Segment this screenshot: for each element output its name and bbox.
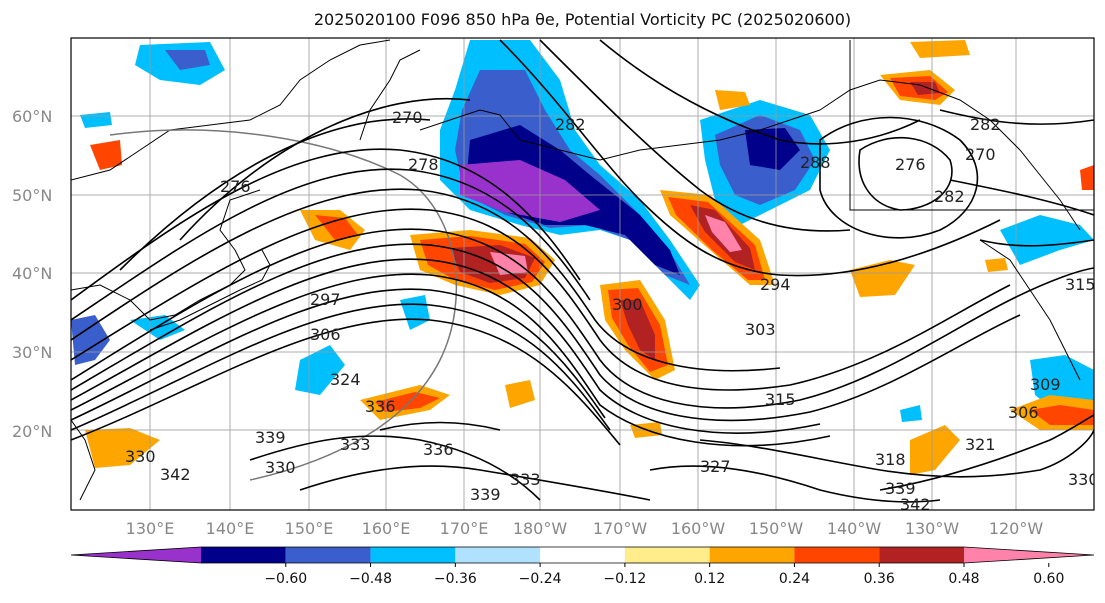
colorbar-tick-label: −0.48 [349, 571, 392, 587]
svg-text:294: 294 [760, 275, 791, 294]
colorbar-extend-low [71, 547, 201, 563]
colorbar-swatch [455, 547, 541, 563]
colorbar-swatch [201, 547, 286, 563]
svg-text:330: 330 [125, 447, 156, 466]
svg-text:336: 336 [423, 440, 454, 459]
lon-label: 140°E [206, 519, 255, 538]
contour-labels: 270 276 278 282 288 276 282 270 282 294 … [125, 108, 1099, 514]
svg-text:330: 330 [265, 458, 296, 477]
pv-positive-shading [85, 40, 1094, 475]
coastlines [71, 39, 1094, 501]
svg-text:282: 282 [934, 187, 965, 206]
colorbar-swatch [540, 547, 625, 563]
svg-text:342: 342 [900, 495, 931, 514]
colorbar-swatch [794, 547, 880, 563]
lon-label: 160°W [671, 519, 726, 538]
svg-text:336: 336 [365, 397, 396, 416]
lon-label: 140°W [827, 519, 882, 538]
lon-label: 150°E [285, 519, 334, 538]
svg-text:339: 339 [885, 479, 916, 498]
theta-e-contours [71, 39, 1094, 503]
svg-text:288: 288 [800, 153, 831, 172]
map-frame [70, 37, 1095, 511]
svg-text:306: 306 [310, 325, 341, 344]
svg-text:333: 333 [340, 435, 371, 454]
svg-text:306: 306 [1008, 403, 1039, 422]
colorbar-outline [70, 546, 1095, 564]
colorbar-tick-label: 0.36 [864, 571, 895, 587]
colorbar-tick-label: 0.60 [1033, 571, 1064, 587]
svg-text:315: 315 [765, 390, 796, 409]
longitude-labels: 130°E 140°E 150°E 160°E 170°E 180°W 170°… [126, 519, 1044, 538]
lat-label: 60°N [12, 107, 52, 126]
lon-label: 130°W [905, 519, 960, 538]
lon-label: 120°W [989, 519, 1044, 538]
map-title: 2025020100 F096 850 hPa θe, Potential Vo… [313, 10, 852, 29]
svg-text:270: 270 [392, 108, 423, 127]
colorbar-tick-label: −0.12 [603, 571, 646, 587]
svg-text:309: 309 [1030, 375, 1061, 394]
svg-text:282: 282 [970, 115, 1001, 134]
colorbar-swatch [709, 547, 795, 563]
colorbar-tick-label: 0.12 [694, 571, 725, 587]
svg-text:342: 342 [160, 465, 191, 484]
svg-text:276: 276 [895, 155, 926, 174]
svg-text:330: 330 [1068, 470, 1099, 489]
lon-label: 130°E [126, 519, 175, 538]
lat-label: 50°N [12, 186, 52, 205]
lat-label: 30°N [12, 343, 52, 362]
graticule [71, 38, 1094, 510]
svg-text:278: 278 [408, 155, 439, 174]
lat-label: 40°N [12, 264, 52, 283]
svg-text:297: 297 [310, 290, 341, 309]
colorbar: −0.60 −0.48 −0.36 −0.24 −0.12 0.12 0.24 0.36 0.4… [70, 546, 1095, 587]
svg-text:300: 300 [612, 295, 643, 314]
svg-text:282: 282 [555, 115, 586, 134]
colorbar-swatch [285, 547, 371, 563]
colorbar-tick-label: 0.48 [948, 571, 979, 587]
latitude-labels: 60°N 50°N 40°N 30°N 20°N [12, 107, 52, 441]
lon-label: 170°W [593, 519, 648, 538]
colorbar-swatch [624, 547, 710, 563]
lon-label: 170°E [440, 519, 489, 538]
svg-text:327: 327 [700, 457, 731, 476]
colorbar-tick-label: −0.36 [434, 571, 477, 587]
colorbar-swatch [370, 547, 456, 563]
lat-label: 20°N [12, 422, 52, 441]
svg-text:318: 318 [875, 450, 906, 469]
svg-text:324: 324 [330, 370, 361, 389]
lon-label: 180°W [513, 519, 568, 538]
svg-text:321: 321 [965, 435, 996, 454]
colorbar-tick-label: 0.24 [779, 571, 810, 587]
pv-shading [71, 40, 1094, 422]
svg-text:270: 270 [965, 145, 996, 164]
colorbar-tick-label: −0.24 [519, 571, 562, 587]
svg-text:315: 315 [1065, 275, 1096, 294]
lon-label: 160°E [362, 519, 411, 538]
svg-text:276: 276 [220, 177, 251, 196]
colorbar-extend-high [964, 547, 1094, 563]
reference-arc [109, 129, 458, 481]
svg-text:333: 333 [510, 470, 541, 489]
colorbar-tick-label: −0.60 [264, 571, 307, 587]
svg-text:339: 339 [255, 428, 286, 447]
svg-text:339: 339 [470, 485, 501, 504]
svg-text:303: 303 [745, 320, 776, 339]
lon-label: 150°W [749, 519, 804, 538]
colorbar-swatch [879, 547, 964, 563]
